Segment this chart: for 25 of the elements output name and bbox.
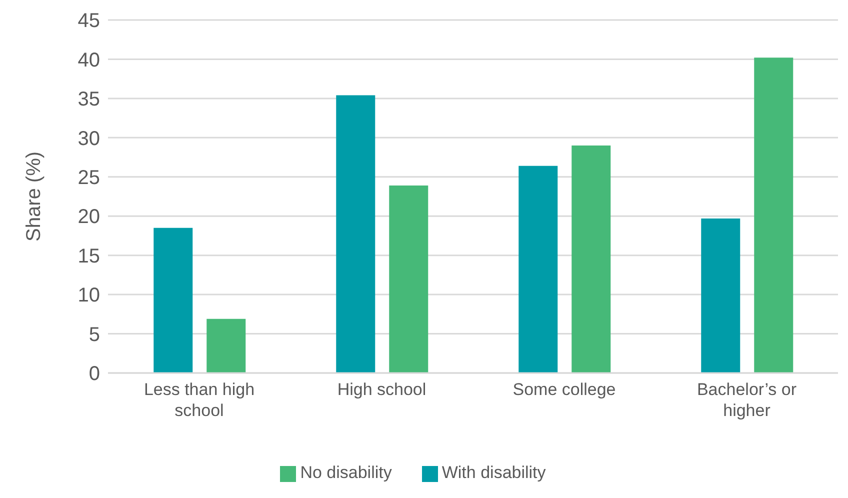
bar [572,146,611,373]
x-tick-label: Bachelor’s or higher [696,380,797,420]
x-tick-label: Some college [512,380,616,399]
y-tick-label: 15 [78,245,100,268]
y-tick-label: 30 [78,128,100,150]
bar [389,186,428,373]
x-tick-label: Less than high school [144,380,255,420]
legend-label: With disability [442,463,546,482]
bar [701,218,740,373]
y-tick-label: 40 [78,49,100,72]
bar [336,95,376,373]
bar [754,58,794,373]
y-tick-label: 35 [78,88,100,111]
y-tick-label: 10 [78,284,100,307]
y-tick-label: 0 [88,363,100,386]
x-tick-label: High school [337,380,426,399]
bar [154,228,193,373]
legend-label: No disability [300,463,392,482]
y-tick-label: 20 [78,206,100,228]
bar [518,166,558,373]
y-axis-title: Share (%) [23,151,46,242]
y-tick-label: 25 [78,166,100,189]
y-tick-label: 5 [88,324,100,346]
bar [206,318,246,373]
y-tick-label: 45 [78,10,100,32]
